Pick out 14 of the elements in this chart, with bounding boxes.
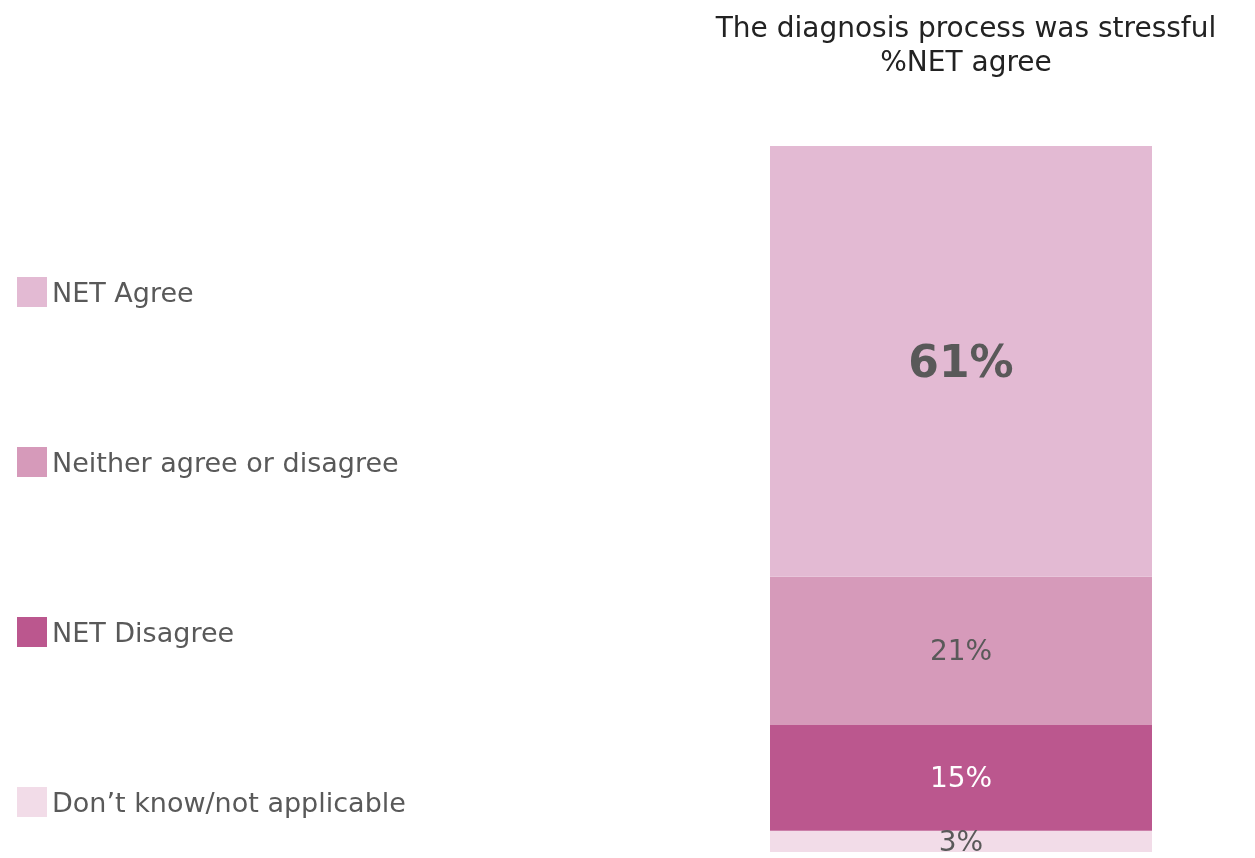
data-label: 21% [929,634,993,668]
data-label: 3% [938,824,984,858]
legend-label: NET Disagree [52,616,235,648]
legend-label: Don’t know/not applicable [52,786,406,818]
bar [770,576,1152,725]
data-label: 61% [908,335,1014,387]
bar [770,830,1152,852]
chart-subtitle: %NET agree [880,44,1052,78]
bar [770,146,1152,577]
bar [770,724,1152,831]
legend-label: NET Agree [52,276,194,308]
chart-title: The diagnosis process was stressful [714,10,1217,44]
legend-label: Neither agree or disagree [52,446,399,478]
data-label: 15% [929,761,993,795]
